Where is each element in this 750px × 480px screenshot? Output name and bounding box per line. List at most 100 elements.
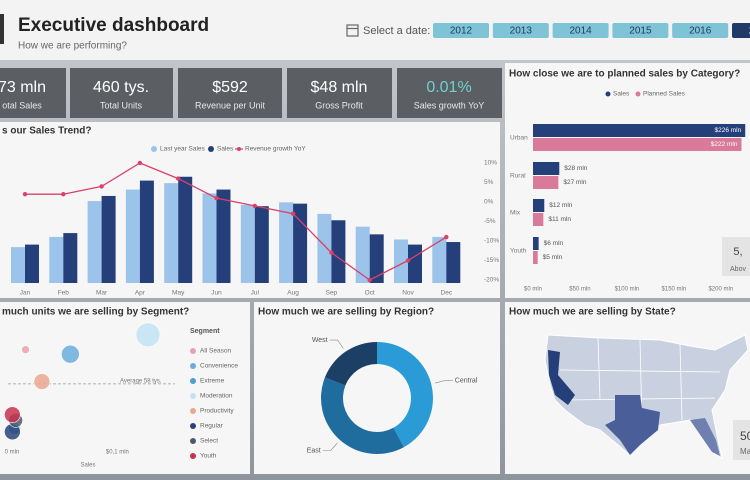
x-tick-label: Mar (96, 290, 108, 297)
bar (533, 251, 538, 264)
x-tick-label: $200 mln (708, 287, 733, 293)
year-button[interactable] (732, 23, 750, 38)
legend-marker (190, 423, 196, 429)
bar (216, 189, 231, 283)
bar (101, 195, 116, 283)
us-map (544, 334, 749, 460)
bar (25, 244, 39, 283)
year-button[interactable] (612, 23, 669, 38)
date-label: Select a date: (363, 25, 430, 37)
x-tick-label: Aug (287, 290, 299, 297)
year-button[interactable] (672, 23, 729, 38)
year-button[interactable] (433, 23, 489, 38)
kpi-card (287, 68, 392, 118)
kpi-value: 73 mln (0, 79, 46, 96)
growth-point (99, 184, 104, 189)
year-label[interactable]: 2017 (749, 26, 750, 37)
bar (164, 183, 179, 283)
bar (533, 176, 559, 189)
bar (369, 234, 384, 283)
bar (240, 204, 255, 283)
legend-marker (190, 453, 196, 459)
kpi-label: Total Units (100, 100, 143, 110)
legend-label: Planned Sales (643, 91, 686, 98)
kpi-value: $592 (212, 79, 248, 96)
y2-tick-label: 5% (484, 179, 494, 186)
value-label: $11 mln (548, 216, 571, 223)
legend-label: Extreme (200, 378, 225, 385)
year-label[interactable]: 2012 (450, 26, 473, 37)
x-axis-title: Sales (80, 463, 95, 469)
legend-label: Moderation (200, 393, 233, 400)
x-tick-label: Nov (402, 290, 414, 297)
year-label[interactable]: 2013 (510, 26, 533, 37)
bar (533, 138, 742, 151)
legend-label: Convenience (200, 363, 238, 370)
x-tick-label: $150 mln (662, 287, 687, 293)
bar (63, 233, 78, 283)
value-label: $27 mln (563, 179, 587, 186)
card-label: Abov (730, 266, 746, 273)
growth-point (367, 277, 372, 283)
year-label[interactable]: 2015 (629, 26, 652, 37)
bar (331, 220, 346, 283)
growth-point (176, 176, 181, 181)
legend-marker (190, 393, 196, 399)
year-button[interactable] (492, 23, 549, 38)
legend-label: Revenue growth YoY (245, 146, 306, 153)
category-label: Mix (510, 210, 521, 217)
bar (408, 244, 422, 283)
bar (533, 213, 544, 226)
legend-label: All Season (200, 348, 231, 355)
leader-line (322, 442, 338, 451)
legend-title: Segment (190, 328, 220, 335)
value-label: $5 mln (543, 254, 563, 261)
slice-label: Central (455, 377, 478, 384)
year-button[interactable] (552, 23, 609, 38)
year-label[interactable]: 2016 (689, 26, 712, 37)
dashboard-title: Executive dashboard (18, 15, 209, 36)
growth-point (61, 192, 66, 197)
legend-marker (151, 146, 157, 152)
chart-title: s our Sales Trend? (2, 126, 91, 137)
bubble (21, 345, 30, 354)
info-icon (0, 14, 4, 44)
kpi-card (397, 68, 502, 118)
category-label: Youth (510, 248, 527, 255)
x-tick-label: Oct (365, 290, 375, 297)
bubble (33, 373, 51, 390)
x-tick-label: May (172, 290, 185, 297)
dashboard-subtitle: How we are performing? (18, 41, 127, 52)
legend-label: Youth (200, 453, 217, 460)
legend-marker (208, 146, 214, 152)
kpi-value: 460 tys. (93, 79, 149, 96)
kpi-value: 0.01% (426, 79, 471, 96)
y2-tick-label: -15% (484, 257, 499, 264)
growth-point (329, 250, 334, 255)
kpi-label: Revenue per Unit (195, 100, 266, 110)
side-card (722, 237, 750, 276)
bar (355, 226, 370, 283)
year-label[interactable]: 2014 (569, 26, 592, 37)
legend-label: Sales (217, 146, 234, 153)
kpi-label: otal Sales (2, 100, 42, 110)
x-tick-label: $0 mln (524, 287, 542, 293)
bar (533, 199, 545, 212)
calendar-icon (346, 24, 359, 37)
legend-marker (190, 378, 196, 384)
x-tick-label: $0,1 mln (106, 450, 129, 456)
kpi-label: Gross Profit (315, 100, 363, 110)
bar (317, 213, 332, 283)
value-label: $28 mln (564, 165, 588, 172)
card-label: Ma (740, 447, 750, 456)
value-label: $12 mln (549, 202, 573, 209)
chart-title: much units we are selling by Segment? (2, 307, 189, 318)
kpi-card (70, 68, 173, 118)
leader-line (329, 339, 344, 349)
legend-label: Last year Sales (160, 146, 206, 153)
growth-point (290, 211, 296, 216)
average-label: Average 58 tys. (120, 378, 162, 384)
growth-point (405, 258, 411, 263)
bar (87, 201, 102, 283)
